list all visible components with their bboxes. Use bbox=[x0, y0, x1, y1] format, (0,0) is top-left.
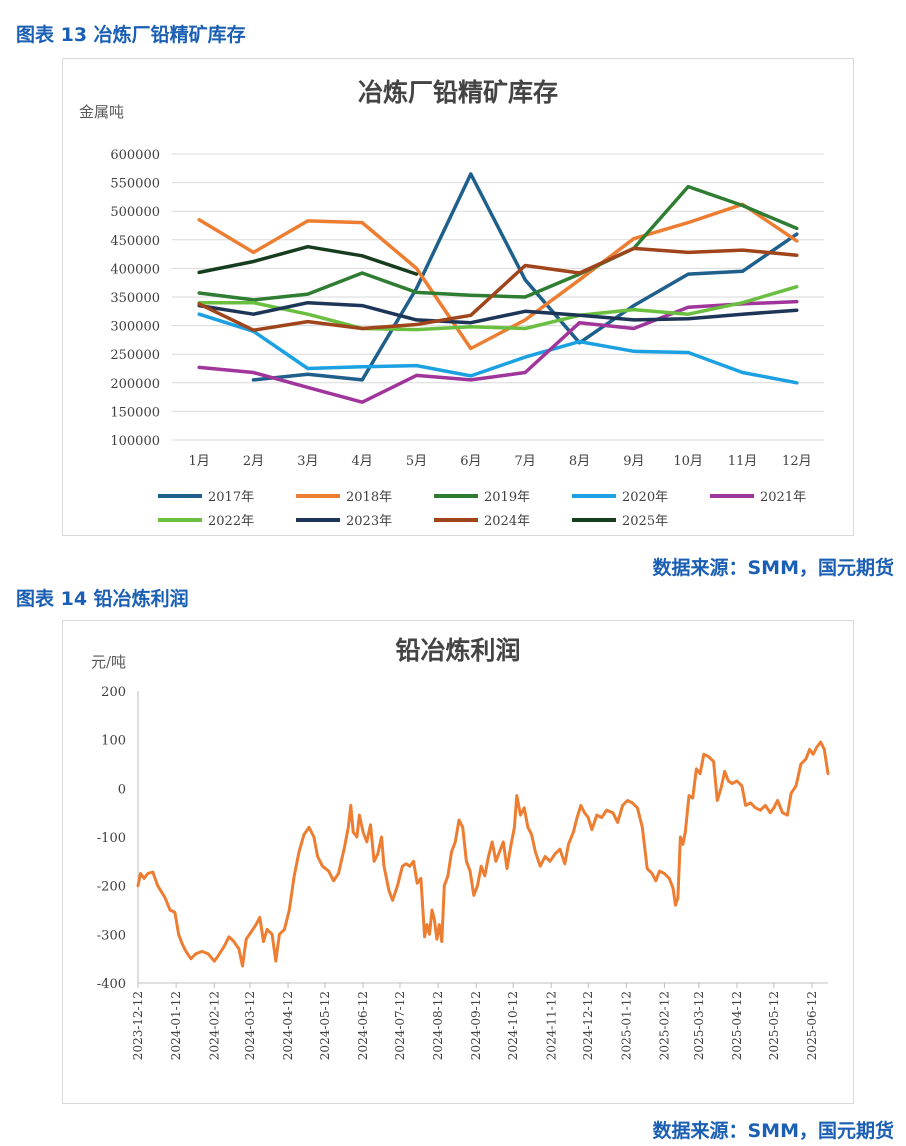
chart2-series-profit bbox=[136, 740, 830, 968]
chart1-xtick-label: 2月 bbox=[243, 454, 264, 469]
chart1-xtick-label: 4月 bbox=[352, 454, 373, 469]
chart1-xtick-label: 6月 bbox=[460, 454, 481, 469]
chart1-legend-label: 2018年 bbox=[346, 490, 392, 505]
chart1-xtick-label: 8月 bbox=[569, 454, 590, 469]
chart1-legend-label: 2025年 bbox=[622, 514, 668, 529]
chart2-xtick-label: 2025-01-12 bbox=[619, 991, 633, 1060]
chart1-xtick-label: 11月 bbox=[728, 454, 758, 469]
chart1-xtick-label: 3月 bbox=[297, 454, 318, 469]
chart2-xtick-label: 2024-10-12 bbox=[506, 991, 520, 1060]
chart2-xtick-label: 2024-11-12 bbox=[544, 991, 558, 1060]
figure13-source: 数据来源：SMM，国元期货 bbox=[652, 557, 895, 579]
chart1-panel: 冶炼厂铅精矿库存金属吨 100000 150000 200000 250000 30000… bbox=[62, 58, 854, 536]
chart2-panel: 铅冶炼利润元/吨 -400 -300 -200 -100 0 100 200 2023-12-1… bbox=[62, 620, 854, 1104]
chart1-legend-label: 2023年 bbox=[346, 514, 392, 529]
chart2-xtick-label: 2024-08-12 bbox=[431, 991, 445, 1060]
chart2-ytick-label: -100 bbox=[97, 831, 126, 846]
chart1-ytick-label: 450000 bbox=[110, 234, 160, 249]
chart1-ytick-label: 350000 bbox=[110, 291, 160, 306]
chart2-xtick-label: 2024-09-12 bbox=[469, 991, 483, 1060]
chart2-xtick-label: 2024-04-12 bbox=[281, 991, 295, 1060]
chart2-xtick-label: 2025-06-12 bbox=[805, 991, 819, 1060]
chart1-ylabel: 金属吨 bbox=[79, 103, 124, 121]
chart1-xtick-label: 9月 bbox=[623, 454, 644, 469]
chart2-xtick-label: 2024-06-12 bbox=[356, 991, 370, 1060]
figure13-label: 图表 13 冶炼厂铅精矿库存 bbox=[16, 24, 246, 46]
chart2-xtick-label: 2024-07-12 bbox=[393, 991, 407, 1060]
chart1-xtick-label: 1月 bbox=[189, 454, 210, 469]
chart1-ytick-label: 500000 bbox=[110, 205, 160, 220]
chart2-xtick-label: 2025-04-12 bbox=[730, 991, 744, 1060]
chart1-ytick-label: 400000 bbox=[110, 262, 160, 277]
chart2-ytick-label: 200 bbox=[101, 685, 126, 700]
chart2-xtick-label: 2024-03-12 bbox=[243, 991, 257, 1060]
chart1-title: 冶炼厂铅精矿库存 bbox=[358, 78, 558, 107]
chart1-series-2025年 bbox=[197, 244, 419, 276]
chart2-xtick-label: 2023-12-12 bbox=[131, 991, 145, 1060]
chart2-ylabel: 元/吨 bbox=[91, 653, 126, 671]
chart1-legend-label: 2022年 bbox=[208, 514, 254, 529]
chart1-ytick-label: 250000 bbox=[110, 348, 160, 363]
figure14-label: 图表 14 铅冶炼利润 bbox=[16, 588, 189, 610]
chart1-xtick-label: 7月 bbox=[515, 454, 536, 469]
chart1-legend-label: 2017年 bbox=[208, 490, 254, 505]
chart1-legend-label: 2021年 bbox=[760, 490, 806, 505]
chart1-xtick-label: 12月 bbox=[782, 454, 812, 469]
chart2-xtick-label: 2024-05-12 bbox=[318, 991, 332, 1060]
chart1-legend-label: 2019年 bbox=[484, 490, 530, 505]
chart1-legend-label: 2024年 bbox=[484, 514, 530, 529]
chart2-ytick-label: 0 bbox=[118, 782, 126, 797]
chart2-xtick-label: 2024-12-12 bbox=[581, 991, 595, 1060]
chart1-xtick-label: 10月 bbox=[673, 454, 703, 469]
chart2-xtick-label: 2024-01-12 bbox=[169, 991, 183, 1060]
chart1-ytick-label: 550000 bbox=[110, 177, 160, 192]
chart1-series-2022年 bbox=[197, 284, 799, 332]
chart2-ytick-label: -200 bbox=[97, 880, 126, 895]
chart1-ytick-label: 200000 bbox=[110, 377, 160, 392]
chart2-ytick-label: 100 bbox=[101, 734, 126, 749]
chart2-xtick-label: 2024-02-12 bbox=[207, 991, 221, 1060]
chart2-xtick-label: 2025-03-12 bbox=[692, 991, 706, 1060]
chart1-series-2021年 bbox=[197, 299, 799, 404]
chart1-series-2020年 bbox=[197, 312, 799, 385]
chart1-ytick-label: 100000 bbox=[110, 434, 160, 449]
chart1-ytick-label: 600000 bbox=[110, 148, 160, 163]
chart1-series-2023年 bbox=[197, 300, 799, 325]
chart1-series-2024年 bbox=[197, 246, 799, 332]
chart2-xtick-label: 2025-02-12 bbox=[657, 991, 671, 1060]
chart1-ytick-label: 150000 bbox=[110, 405, 160, 420]
chart1-series-2018年 bbox=[197, 202, 799, 351]
chart1-xtick-label: 5月 bbox=[406, 454, 427, 469]
chart1-legend-label: 2020年 bbox=[622, 490, 668, 505]
chart2-ytick-label: -300 bbox=[97, 928, 126, 943]
chart2-title: 铅冶炼利润 bbox=[395, 636, 520, 665]
figure14-source: 数据来源：SMM，国元期货 bbox=[652, 1120, 895, 1142]
chart2-ytick-label: -400 bbox=[97, 977, 126, 992]
chart2-xtick-label: 2025-05-12 bbox=[767, 991, 781, 1060]
chart1-series-2019年 bbox=[197, 184, 799, 302]
chart1-ytick-label: 300000 bbox=[110, 320, 160, 335]
chart1-series-2017年 bbox=[251, 172, 799, 382]
